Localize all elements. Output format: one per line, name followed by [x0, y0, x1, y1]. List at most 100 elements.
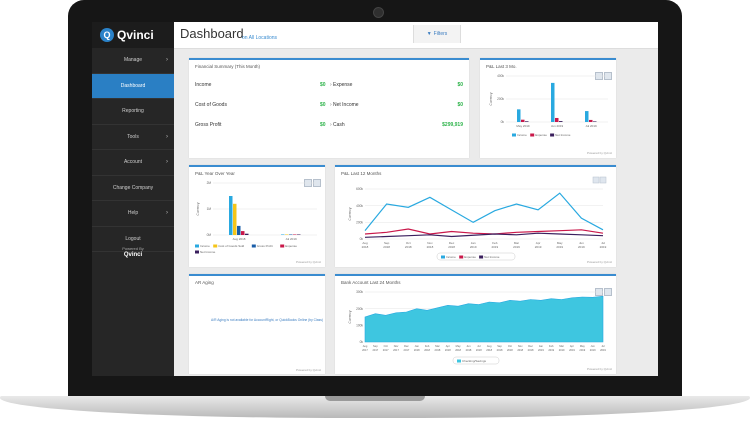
chevron-right-icon[interactable]: ›: [330, 102, 332, 108]
card-title: AR Aging: [195, 280, 214, 285]
x-tick-label: 2017: [393, 348, 399, 352]
x-tick-label: Feb: [492, 241, 498, 245]
x-tick-label: Nov: [518, 344, 523, 348]
x-tick-label: Jan: [471, 241, 476, 245]
download-icon[interactable]: [599, 176, 607, 184]
chevron-right-icon[interactable]: ›: [330, 82, 332, 88]
logo-text: Qvinci: [117, 28, 154, 42]
bar: [559, 121, 563, 122]
footnote: Powered by Qvinci: [295, 368, 321, 372]
app-logo[interactable]: Q Qvinci: [92, 22, 174, 48]
bar: [521, 119, 525, 122]
bar: [285, 234, 289, 235]
x-tick-label: 2018: [424, 348, 430, 352]
chevron-right-icon[interactable]: ›: [330, 122, 332, 128]
laptop-notch: [325, 396, 425, 401]
x-tick-label: Oct: [508, 344, 512, 348]
x-tick-label: 2018: [486, 348, 492, 352]
x-tick-label: Jul 2019: [585, 124, 597, 128]
bar: [237, 225, 241, 235]
x-tick-label: Jun: [579, 241, 584, 245]
y-axis-label: Currency: [348, 310, 352, 323]
legend-swatch: [530, 133, 535, 137]
x-tick-label: Aug: [487, 344, 492, 348]
sidebar-item-manage[interactable]: Manage ›: [92, 48, 174, 74]
x-tick-label: 2017: [362, 348, 368, 352]
sidebar-item-label: Reporting: [122, 108, 144, 115]
x-tick-label: 2018: [528, 348, 534, 352]
x-tick-label: 2019: [513, 245, 520, 249]
series-line: [364, 192, 604, 232]
card-title: P&L Last 3 Mo.: [486, 64, 517, 69]
x-tick-label: 2018: [383, 245, 390, 249]
bar: [233, 203, 237, 235]
legend-swatch: [195, 250, 199, 254]
sidebar-item-reporting[interactable]: Reporting: [92, 99, 174, 125]
x-tick-label: 2018: [362, 245, 369, 249]
x-tick-label: 2018: [517, 348, 523, 352]
sidebar-item-dashboard[interactable]: Dashboard: [92, 73, 174, 99]
legend-box: [436, 252, 516, 261]
legend-label: Net Income: [484, 255, 500, 259]
bar: [229, 196, 233, 235]
footnote: Powered by Qvinci: [296, 260, 321, 264]
bar: [593, 121, 597, 122]
pl-yoy-chart: 2M 1M 0M Currency Aug 2018 Jul 2019 Income Cost…: [195, 181, 321, 264]
x-tick-label: 2018: [455, 348, 461, 352]
summary-label: Expense: [333, 82, 353, 88]
x-tick-label: 2019: [491, 245, 498, 249]
sidebar: Q Qvinci Manage › Dashboard Reporting Tools ›…: [92, 22, 174, 376]
qvinci-logo-icon: Q: [100, 28, 114, 42]
y-tick-label: 100k: [356, 324, 363, 328]
x-tick-label: Jun: [466, 344, 471, 348]
card-title: P&L Last 12 Months: [341, 171, 382, 176]
filter-icon: ▼: [426, 31, 432, 37]
sidebar-item-label: Change Company: [112, 184, 154, 191]
x-tick-label: Jul: [601, 344, 605, 348]
legend-swatch: [459, 255, 464, 259]
sidebar-item-tools[interactable]: Tools ›: [92, 125, 174, 150]
x-tick-label: 2019: [538, 348, 544, 352]
chevron-right-icon: ›: [166, 57, 168, 64]
x-tick-label: Jan: [415, 344, 420, 348]
legend-label: Expense: [285, 244, 297, 248]
chevron-right-icon: ›: [166, 159, 168, 166]
bar: [297, 234, 301, 235]
topbar: Dashboard on All Locations ▼ Filters: [174, 22, 658, 49]
bar: [289, 234, 293, 235]
sidebar-item-label: Help: [127, 210, 139, 217]
pl-last12-chart: 600k400k200k0kCurrencyAug2018Sep2018Oct2…: [348, 176, 612, 264]
x-tick-label: Mar: [435, 344, 440, 348]
x-tick-label: Apr: [446, 344, 450, 348]
sidebar-item-account[interactable]: Account ›: [92, 150, 174, 176]
x-tick-label: Apr: [570, 344, 574, 348]
y-tick-label: 300k: [356, 290, 363, 294]
card-title: P&L Year Over Year: [195, 171, 235, 176]
summary-label: Income: [195, 82, 212, 88]
x-tick-label: Feb: [425, 344, 430, 348]
x-tick-label: Mar: [559, 344, 564, 348]
x-tick-label: 2017: [404, 348, 410, 352]
x-tick-label: Jul: [601, 241, 605, 245]
sidebar-item-help[interactable]: Help ›: [92, 201, 174, 227]
y-tick-label: 2M: [207, 181, 212, 185]
legend-label: Net Income: [555, 133, 571, 137]
sidebar-item-logout[interactable]: Logout: [92, 227, 174, 252]
summary-label: Cash: [333, 122, 345, 128]
legend-label: Net Income: [200, 250, 216, 254]
location-selector[interactable]: on All Locations: [242, 35, 278, 41]
bar: [293, 234, 297, 235]
x-tick-label: Oct: [384, 344, 388, 348]
x-tick-label: Aug 2018: [233, 237, 246, 241]
filters-button[interactable]: ▼ Filters: [413, 25, 461, 43]
summary-value: $0: [457, 102, 463, 108]
sidebar-item-change-company[interactable]: Change Company: [92, 176, 174, 201]
financial-summary-card: Financial Summary (This Month) Income $0 ›…: [189, 58, 469, 158]
y-tick-label: 0k: [501, 120, 505, 124]
x-tick-label: May: [557, 241, 563, 245]
settings-icon[interactable]: [592, 176, 600, 184]
pl-last12-card: P&L Last 12 Months 600k 400k 200k 0k Currenc…: [335, 165, 616, 267]
webcam-icon: [373, 7, 384, 18]
sidebar-item-label: Logout: [125, 235, 141, 242]
download-icon[interactable]: [604, 288, 612, 296]
